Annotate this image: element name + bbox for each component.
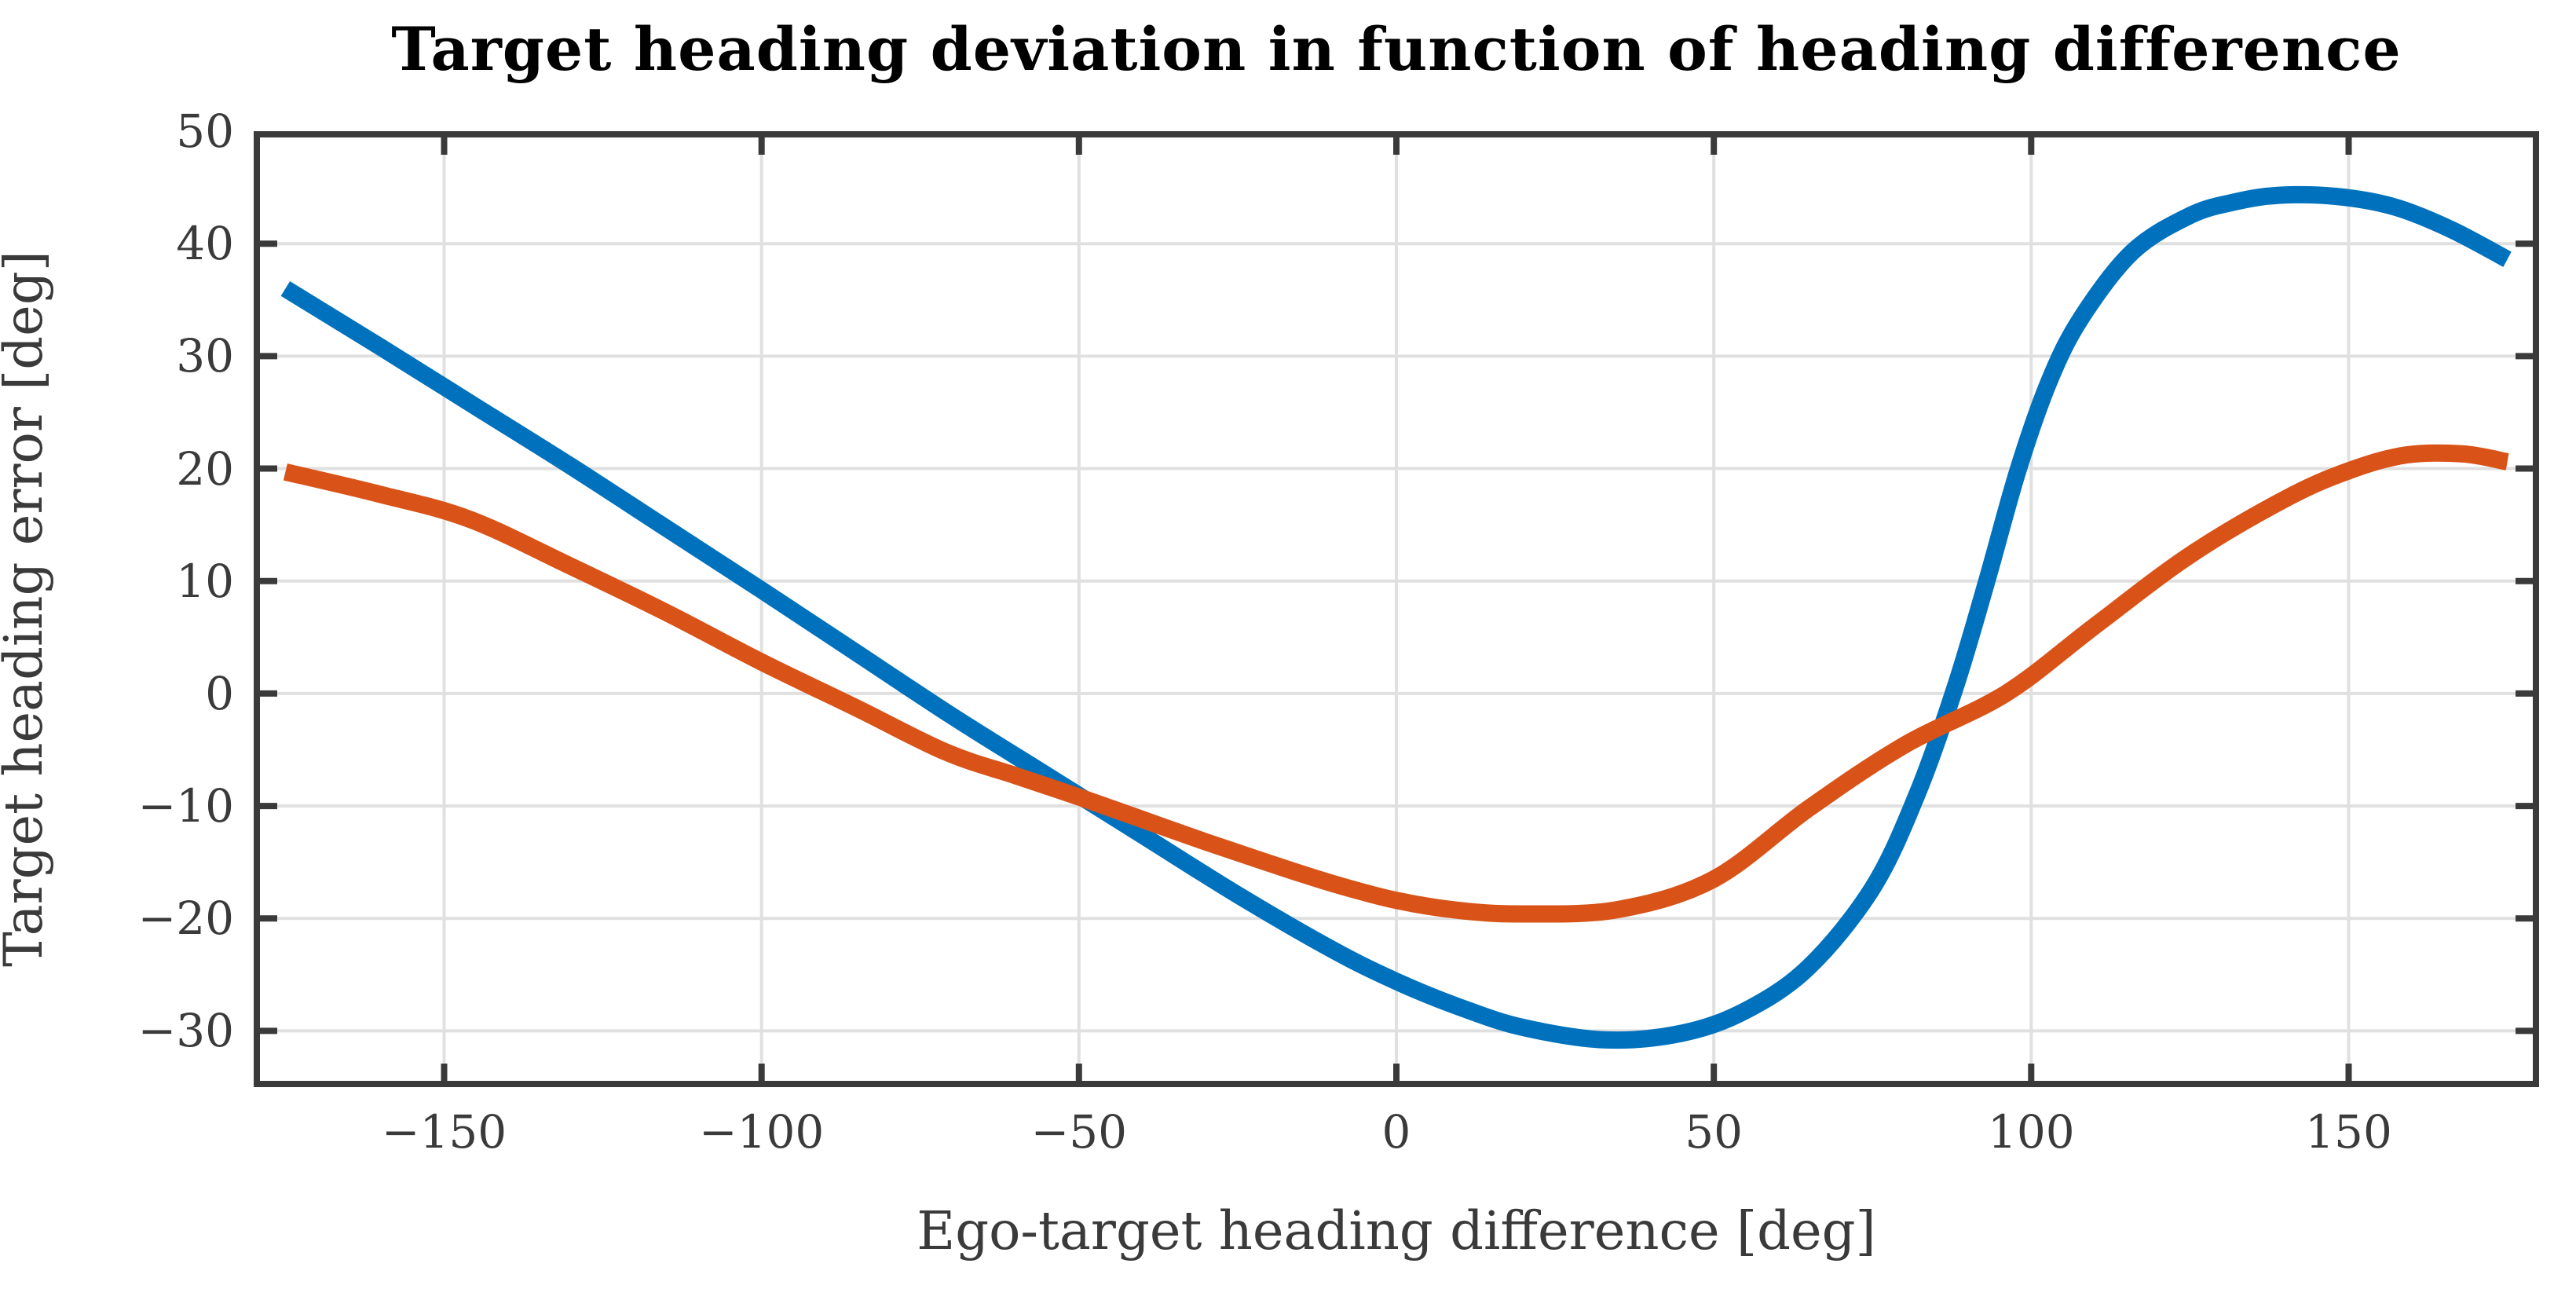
y-tick-label: 40 xyxy=(176,217,234,271)
y-tick-label: −30 xyxy=(137,1004,234,1058)
y-tick-label: 20 xyxy=(176,441,234,496)
x-tick-label: −100 xyxy=(699,1105,825,1159)
plot-area xyxy=(254,131,2539,1087)
y-tick-label: 0 xyxy=(205,666,234,720)
x-tick-label: −150 xyxy=(381,1105,507,1159)
chart-title: Target heading deviation in function of … xyxy=(391,14,2402,84)
grid-lines xyxy=(254,131,2539,1087)
axes-frame xyxy=(254,131,2539,1087)
y-tick-label: −10 xyxy=(137,779,234,833)
tick-marks xyxy=(254,131,2539,1087)
x-tick-label: −50 xyxy=(1030,1105,1128,1159)
x-tick-label: 0 xyxy=(1381,1105,1411,1159)
orange-curve xyxy=(283,444,2509,923)
x-tick-label: 100 xyxy=(1987,1105,2075,1159)
blue-curve xyxy=(280,185,2512,1049)
x-tick-label: 150 xyxy=(2305,1105,2392,1159)
x-tick-label: 50 xyxy=(1685,1105,1744,1159)
y-tick-label: 30 xyxy=(176,329,234,383)
y-tick-label: 10 xyxy=(176,554,234,608)
x-axis-label: Ego-target heading difference [deg] xyxy=(917,1200,1876,1262)
y-tick-label: 50 xyxy=(176,104,234,158)
y-tick-label: −20 xyxy=(137,892,234,946)
